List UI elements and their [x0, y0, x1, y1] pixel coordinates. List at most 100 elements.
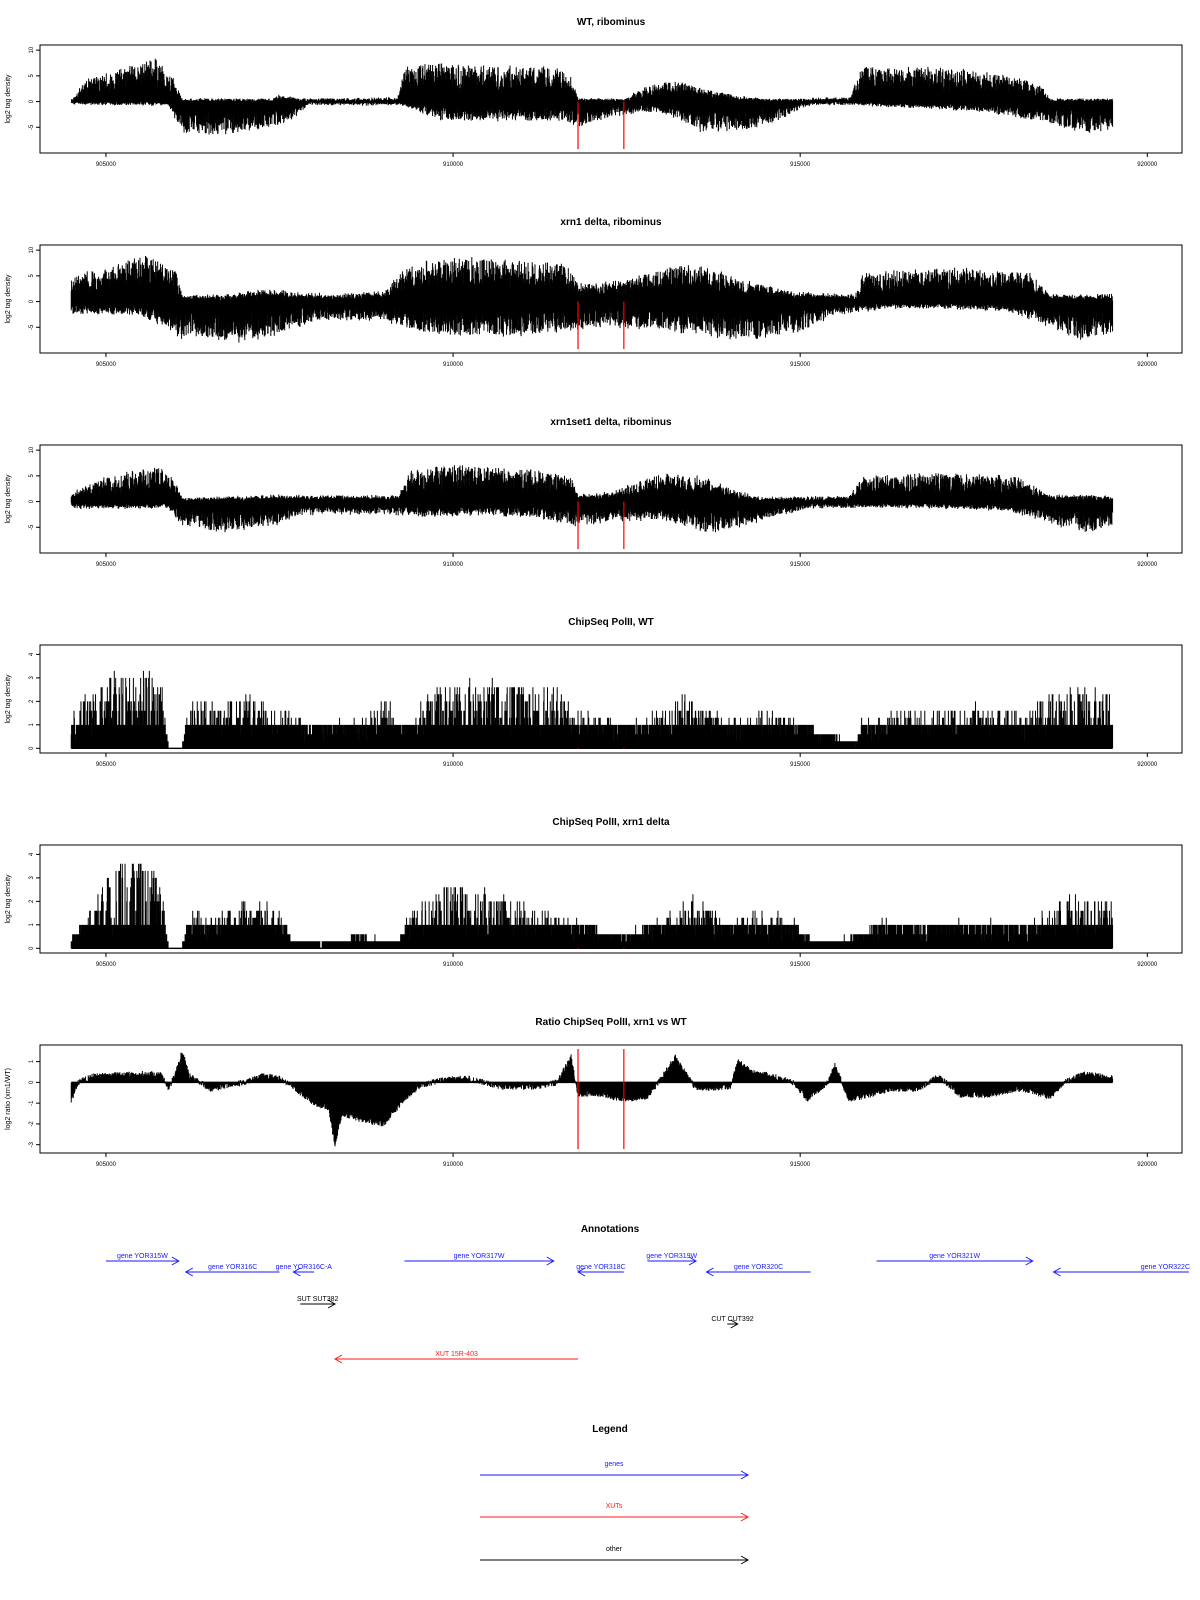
x-tick-label: 915000: [790, 162, 811, 168]
annotation-arrow: CUT CUT392: [711, 1316, 754, 1329]
y-tick-label: 0: [29, 1080, 35, 1084]
x-tick-label: 905000: [96, 962, 117, 968]
annotation-arrow: gene YOR320C: [705, 1264, 811, 1277]
x-tick-label: 915000: [790, 1162, 811, 1168]
y-tick-label: 1: [29, 1059, 35, 1063]
track-panel: ChipSeq PolII, WT log2 tag density 4 3 2 1 0 90…: [5, 617, 1183, 768]
annotation-arrow: gene YOR318C: [576, 1264, 626, 1277]
x-tick-label: 905000: [96, 162, 117, 168]
y-tick-label: 2: [29, 899, 35, 903]
x-tick-label: 905000: [96, 562, 117, 568]
data-bars: [70, 863, 1114, 949]
y-tick-label: 10: [29, 246, 35, 253]
panel-title: WT, ribominus: [577, 17, 646, 28]
legend-label: genes: [604, 1461, 624, 1468]
panel-title: xrn1set1 delta, ribominus: [550, 417, 672, 428]
signal-bars: [70, 863, 1114, 949]
data-bars: [70, 256, 1114, 343]
x-tick-label: 905000: [96, 1162, 117, 1168]
y-axis-label: log2 tag density: [5, 674, 12, 724]
y-tick-label: -5: [29, 124, 35, 130]
y-tick-label: 10: [29, 46, 35, 53]
signal-bars: [70, 670, 1114, 749]
y-tick-label: 5: [29, 474, 35, 478]
y-axis-label: log2 ratio (xrn1/WT): [5, 1068, 12, 1130]
annotation-arrow: gene YOR315W: [105, 1253, 180, 1266]
annotation-arrow: SUT SUT382: [297, 1296, 339, 1309]
y-tick-label: -3: [29, 1141, 35, 1147]
track-panel: ChipSeq PolII, xrn1 delta log2 tag densit…: [5, 817, 1183, 968]
x-tick-label: 910000: [443, 162, 464, 168]
x-tick-label: 920000: [1137, 562, 1158, 568]
legend-items: genes XUTs other: [480, 1461, 750, 1565]
y-tick-label: 5: [29, 74, 35, 78]
y-tick-label: 5: [29, 274, 35, 278]
track-panel: WT, ribominus log2 tag density 10 5 0 -5 90500…: [5, 17, 1183, 168]
y-tick-label: 0: [29, 99, 35, 103]
x-tick-label: 920000: [1137, 962, 1158, 968]
x-tick-label: 915000: [790, 762, 811, 768]
y-axis-label: log2 tag density: [5, 74, 12, 124]
annotation-arrow: gene YOR316C: [184, 1264, 280, 1277]
y-tick-label: 3: [29, 876, 35, 880]
legend-panel: Legend genes XUTs other: [480, 1424, 750, 1565]
annotation-label: gene YOR322C: [1141, 1264, 1190, 1271]
x-tick-label: 905000: [96, 362, 117, 368]
annotation-label: SUT SUT382: [297, 1296, 339, 1303]
legend-label: XUTs: [606, 1503, 623, 1510]
x-tick-label: 920000: [1137, 1162, 1158, 1168]
data-bars: [71, 58, 1114, 135]
y-tick-label: 1: [29, 722, 35, 726]
y-axis-label: log2 tag density: [5, 274, 12, 324]
x-tick-label: 910000: [443, 1162, 464, 1168]
annotation-label: gene YOR317W: [454, 1253, 505, 1260]
annotation-label: gene YOR316C-A: [276, 1264, 333, 1271]
x-tick-label: 910000: [443, 562, 464, 568]
annotation-label: gene YOR318C: [576, 1264, 625, 1271]
track-panel: Ratio ChipSeq PolII, xrn1 vs WT log2 rati…: [5, 1017, 1183, 1168]
y-tick-label: 2: [29, 699, 35, 703]
data-bars: [70, 465, 1114, 533]
data-bars: [70, 670, 1114, 749]
x-tick-label: 915000: [790, 562, 811, 568]
y-axis-label: log2 tag density: [5, 474, 12, 524]
annotation-label: CUT CUT392: [711, 1316, 753, 1323]
y-tick-label: 10: [29, 446, 35, 453]
legend-arrow: XUTs: [480, 1503, 750, 1522]
legend-arrow: genes: [480, 1461, 750, 1480]
y-tick-label: 0: [29, 746, 35, 750]
annotation-label: gene YOR320C: [734, 1264, 783, 1271]
plot-frame: [39, 844, 1183, 954]
x-tick-label: 910000: [443, 362, 464, 368]
x-tick-label: 920000: [1137, 162, 1158, 168]
signal-bars: [70, 465, 1114, 533]
y-tick-label: 1: [29, 922, 35, 926]
annotation-arrow: gene YOR322C: [1052, 1264, 1190, 1277]
x-tick-label: 910000: [443, 762, 464, 768]
annotation-items: gene YOR315W gene YOR316C gene YOR316C-A ge…: [105, 1253, 1190, 1364]
y-tick-label: 3: [29, 676, 35, 680]
panel-title: ChipSeq PolII, xrn1 delta: [552, 817, 670, 828]
track-panel: xrn1 delta, ribominus log2 tag density 10 5…: [5, 217, 1183, 368]
annotation-arrow: gene YOR319W: [646, 1253, 698, 1266]
legend-label: other: [606, 1546, 623, 1553]
signal-bars: [71, 58, 1114, 135]
y-tick-label: -2: [29, 1121, 35, 1127]
plot-frame: [39, 444, 1183, 554]
data-bars: [70, 1052, 1114, 1147]
plot-frame: [39, 1044, 1183, 1154]
x-tick-label: 910000: [443, 962, 464, 968]
x-tick-label: 915000: [790, 962, 811, 968]
track-panel: xrn1set1 delta, ribominus log2 tag densit…: [5, 417, 1183, 568]
plot-frame: [39, 644, 1183, 754]
annotation-label: gene YOR321W: [929, 1253, 980, 1260]
x-tick-label: 920000: [1137, 762, 1158, 768]
annotation-arrow: gene YOR317W: [404, 1253, 555, 1266]
signal-bars: [70, 1052, 1114, 1147]
x-tick-label: 905000: [96, 762, 117, 768]
annotation-label: gene YOR315W: [117, 1253, 168, 1260]
annotation-label: gene YOR319W: [646, 1253, 697, 1260]
y-tick-label: -1: [29, 1100, 35, 1106]
